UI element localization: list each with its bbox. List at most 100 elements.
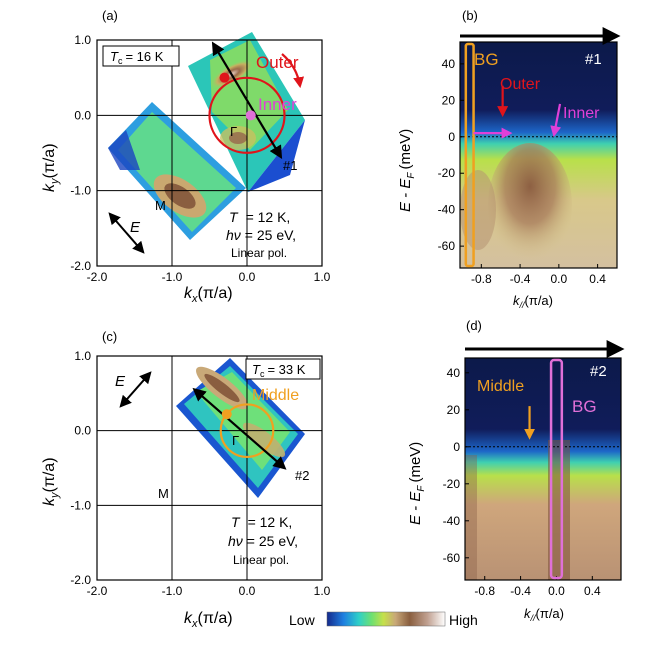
cut-line-2 — [192, 387, 287, 470]
x-tick-label: 1.0 — [314, 584, 331, 598]
ylabel-d: E - EF(meV) — [407, 442, 427, 525]
gamma-label-c: Γ — [232, 433, 239, 448]
cut-label-b: #1 — [585, 51, 602, 68]
y-tick-label: 40 — [442, 57, 456, 71]
y-tick-label: 0 — [453, 440, 460, 454]
middle-label-d: Middle — [477, 378, 524, 395]
ticks-d: -0.8 -0.4 0.0 0.4 40 20 0 -20 -40 -60 — [443, 366, 601, 598]
outer-circle-arrowhead — [281, 53, 305, 89]
spectrum-d — [465, 358, 621, 580]
axes-frame-c — [96, 355, 323, 581]
ticks-b: -0.8 -0.4 0.0 0.4 40 20 0 -20 -40 -60 — [438, 57, 607, 286]
tc-box-a — [102, 45, 180, 67]
xlabel-a: kx(π/a) — [184, 285, 233, 305]
y-tick-label: -40 — [438, 203, 456, 217]
temperature-a: T = 12 K, — [229, 209, 290, 225]
polarization-arrow-a — [108, 212, 145, 254]
bg-window-b — [464, 42, 475, 268]
m-label-a: M — [155, 198, 166, 213]
ylabel-c: ky(π/a) — [41, 457, 61, 506]
polarization-text-a: Linear pol. — [231, 246, 287, 260]
panel-label-c: (c) — [102, 329, 117, 344]
x-tick-label: -2.0 — [87, 584, 108, 598]
x-tick-label: 0.4 — [584, 584, 601, 598]
x-tick-label: -0.8 — [474, 584, 495, 598]
ylabel-a: ky(π/a) — [41, 143, 61, 192]
middle-label-c: Middle — [252, 387, 299, 404]
xlabel-c: kx(π/a) — [184, 610, 233, 630]
y-tick-label: -1.0 — [70, 184, 91, 198]
x-tick-label: -0.4 — [510, 272, 531, 286]
axes-frame-b — [459, 41, 618, 269]
y-tick-label: -2.0 — [70, 573, 91, 587]
bg-window-d — [549, 358, 564, 580]
y-tick-label: 1.0 — [74, 33, 91, 47]
x-tick-label: -0.4 — [510, 584, 531, 598]
y-tick-label: 20 — [447, 403, 461, 417]
middle-fermi-point — [221, 409, 232, 420]
bg-label-b: BG — [474, 50, 499, 69]
y-tick-label: 0.0 — [74, 108, 91, 122]
ylabel-b: E - EF(meV) — [397, 129, 417, 212]
y-tick-label: -60 — [443, 551, 461, 565]
ticks-a: -2.0 -1.0 0.0 1.0 -2.0 -1.0 0.0 1.0 — [70, 33, 330, 284]
colorbar-low-label: Low — [289, 612, 316, 628]
x-tick-label: -2.0 — [87, 270, 108, 284]
axes-frame-a — [96, 39, 323, 267]
y-tick-label: -20 — [438, 166, 456, 180]
cut-label-d: #2 — [590, 363, 607, 380]
panel-label-a: (a) — [102, 8, 118, 23]
tc-box-c — [245, 358, 321, 380]
gamma-label-a: Γ — [230, 124, 237, 139]
ticks-c: -2.0 -1.0 0.0 1.0 -2.0 -1.0 0.0 1.0 — [70, 349, 330, 598]
y-tick-label: -60 — [438, 239, 456, 253]
xlabel-b: k//(π/a) — [513, 293, 553, 310]
inner-label-a: Inner — [258, 95, 297, 114]
tc-label-a: Tc = 16 K — [110, 49, 164, 66]
y-tick-label: 1.0 — [74, 349, 91, 363]
colorbar-high-label: High — [449, 612, 478, 628]
e-label-c: E — [115, 373, 126, 390]
spectrum-b — [460, 42, 617, 268]
temperature-c: T = 12 K, — [231, 514, 292, 530]
tc-label-c: Tc = 33 K — [252, 362, 306, 379]
outer-label-a: Outer — [256, 53, 299, 72]
x-tick-label: 0.0 — [239, 270, 256, 284]
inner-fermi-point — [245, 110, 256, 121]
x-tick-label: 1.0 — [314, 270, 331, 284]
xlabel-d: k//(π/a) — [524, 606, 564, 623]
inner-kf-arrow — [550, 103, 562, 138]
panel-a: (a) -2.0 -1.0 0.0 1.0 -2.0 -1.0 0.0 1.0 Tc = 16 … — [41, 8, 331, 305]
axes-frame-d — [464, 357, 622, 581]
outer-label-b: Outer — [500, 76, 541, 93]
outer-fermi-point — [219, 72, 230, 83]
panel-label-b: (b) — [462, 8, 478, 23]
x-tick-label: 0.0 — [551, 272, 568, 286]
inner-label-b: Inner — [563, 105, 600, 122]
y-tick-label: -40 — [443, 514, 461, 528]
e-label-a: E — [130, 219, 141, 236]
panel-d: (d) -0.8 -0.4 0.0 0.4 40 20 0 -20 -40 -60 BG #2 M… — [407, 318, 625, 623]
y-tick-label: -1.0 — [70, 498, 91, 512]
y-tick-label: 0 — [448, 130, 455, 144]
y-tick-label: 0.0 — [74, 424, 91, 438]
y-tick-label: -2.0 — [70, 259, 91, 273]
y-tick-label: 40 — [447, 366, 461, 380]
polarization-text-c: Linear pol. — [233, 553, 289, 567]
cut-label-a: #1 — [283, 158, 297, 173]
panel-label-d: (d) — [466, 318, 482, 333]
cut-line-1 — [211, 41, 283, 160]
m-label-c: M — [158, 486, 169, 501]
x-tick-label: 0.0 — [548, 584, 565, 598]
bg-label-d: BG — [572, 397, 597, 416]
x-tick-label: -1.0 — [162, 270, 183, 284]
cut-label-c: #2 — [295, 468, 309, 483]
x-tick-label: 0.0 — [239, 584, 256, 598]
polarization-arrow-c — [119, 371, 152, 408]
colorbar-gradient — [326, 611, 446, 627]
x-tick-label: -1.0 — [162, 584, 183, 598]
y-tick-label: -20 — [443, 477, 461, 491]
panel-c: (c) -2.0 -1.0 0.0 1.0 -2.0 -1.0 0.0 1.0 Tc = 33 … — [41, 329, 331, 630]
panel-b: (b) -0.8 -0.4 0.0 0.4 40 20 0 -20 -40 -60 BG #1 O… — [397, 8, 621, 310]
